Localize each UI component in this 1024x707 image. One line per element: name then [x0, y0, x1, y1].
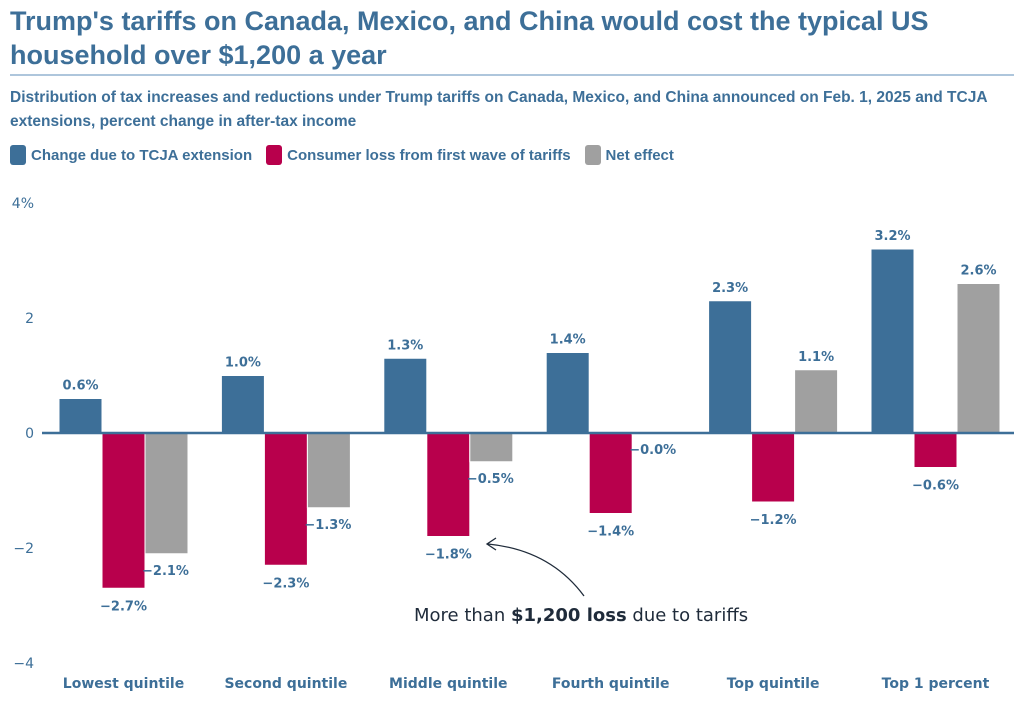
bar-tariff [913, 432, 958, 468]
legend-swatch-net [584, 145, 601, 165]
x-category-label: Top 1 percent [882, 676, 990, 692]
annotation-prefix: More than [414, 605, 511, 626]
data-label-tariff: −2.3% [262, 576, 309, 591]
x-category-label: Second quintile [224, 676, 347, 692]
bar-net [956, 283, 1001, 434]
y-tick-label: −2 [13, 541, 34, 557]
bar-tariff [426, 432, 471, 537]
data-label-tcja: 1.3% [387, 338, 423, 353]
data-labels: 0.6% −2.7% −2.1% 1.0% −2.3% −1.3% 1.3% −1.8% −0.… [62, 229, 996, 614]
data-label-net: −1.3% [304, 518, 351, 533]
data-label-tcja: 1.0% [225, 356, 261, 371]
y-tick-label: 2 [25, 311, 34, 327]
bar-tcja [708, 300, 753, 434]
x-category-label: Lowest quintile [63, 676, 184, 692]
bar-tcja [870, 248, 915, 434]
x-category-label: Middle quintile [389, 676, 507, 692]
data-label-tcja: 2.3% [712, 281, 748, 296]
annotation-arrowhead [485, 537, 497, 551]
legend: Change due to TCJA extension Consumer lo… [10, 145, 688, 165]
bar-net [794, 369, 839, 434]
chart-title: Trump's tariffs on Canada, Mexico, and C… [10, 6, 929, 70]
x-category-label: Fourth quintile [552, 676, 670, 692]
x-category-label: Top quintile [727, 676, 820, 692]
bar-tcja [545, 352, 590, 434]
y-axis: 4% 2 0 −2 −4 [12, 196, 34, 672]
bar-net [469, 432, 514, 463]
chart-subtitle: Distribution of tax increases and reduct… [10, 89, 987, 130]
data-label-tcja: 0.6% [62, 379, 98, 394]
data-label-tariff: −0.6% [912, 479, 959, 494]
legend-swatch-tcja [10, 145, 26, 165]
annotation: More than $1,200 loss due to tariffs [414, 537, 748, 626]
title-divider [10, 74, 1014, 76]
bar-tariff [263, 432, 308, 566]
data-label-net: −2.1% [142, 564, 189, 579]
bar-net [144, 432, 189, 555]
data-label-tariff: −1.2% [750, 513, 797, 528]
annotation-text: More than $1,200 loss due to tariffs [414, 605, 748, 626]
data-label-net: 1.1% [798, 350, 834, 365]
data-label-net: −0.5% [467, 472, 514, 487]
data-label-tariff: −1.8% [425, 548, 472, 563]
data-label-tariff: −1.4% [587, 525, 634, 540]
y-tick-label: 0 [25, 426, 34, 442]
legend-label-tariff: Consumer loss from first wave of tariffs [287, 146, 571, 164]
bar-net [306, 432, 351, 509]
legend-swatch-tariff [266, 145, 283, 165]
data-label-net: 2.6% [960, 264, 996, 279]
annotation-suffix: due to tariffs [627, 605, 748, 626]
legend-item-tariff: Consumer loss from first wave of tariffs [266, 145, 571, 165]
legend-item-net: Net effect [584, 145, 674, 165]
data-label-tcja: 1.4% [550, 333, 586, 348]
y-tick-label: 4% [12, 196, 34, 212]
data-label-tcja: 3.2% [874, 229, 910, 244]
legend-label-tcja: Change due to TCJA extension [31, 146, 253, 164]
y-tick-label: −4 [13, 656, 34, 672]
data-label-net: −0.0% [629, 443, 676, 458]
bar-tcja [58, 398, 103, 434]
legend-label-net: Net effect [605, 146, 674, 164]
legend-item-tcja: Change due to TCJA extension [10, 145, 252, 165]
x-axis-categories: Lowest quintile Second quintile Middle qui… [63, 676, 990, 692]
bar-tariff [588, 432, 633, 514]
bar-tariff [751, 432, 796, 503]
bar-tcja [220, 375, 265, 434]
bar-tcja [383, 357, 428, 434]
bar-tariff [101, 432, 146, 589]
annotation-arrow [487, 543, 585, 597]
data-label-tariff: −2.7% [100, 599, 147, 614]
annotation-bold: $1,200 loss [511, 605, 627, 626]
bars [58, 248, 1001, 589]
